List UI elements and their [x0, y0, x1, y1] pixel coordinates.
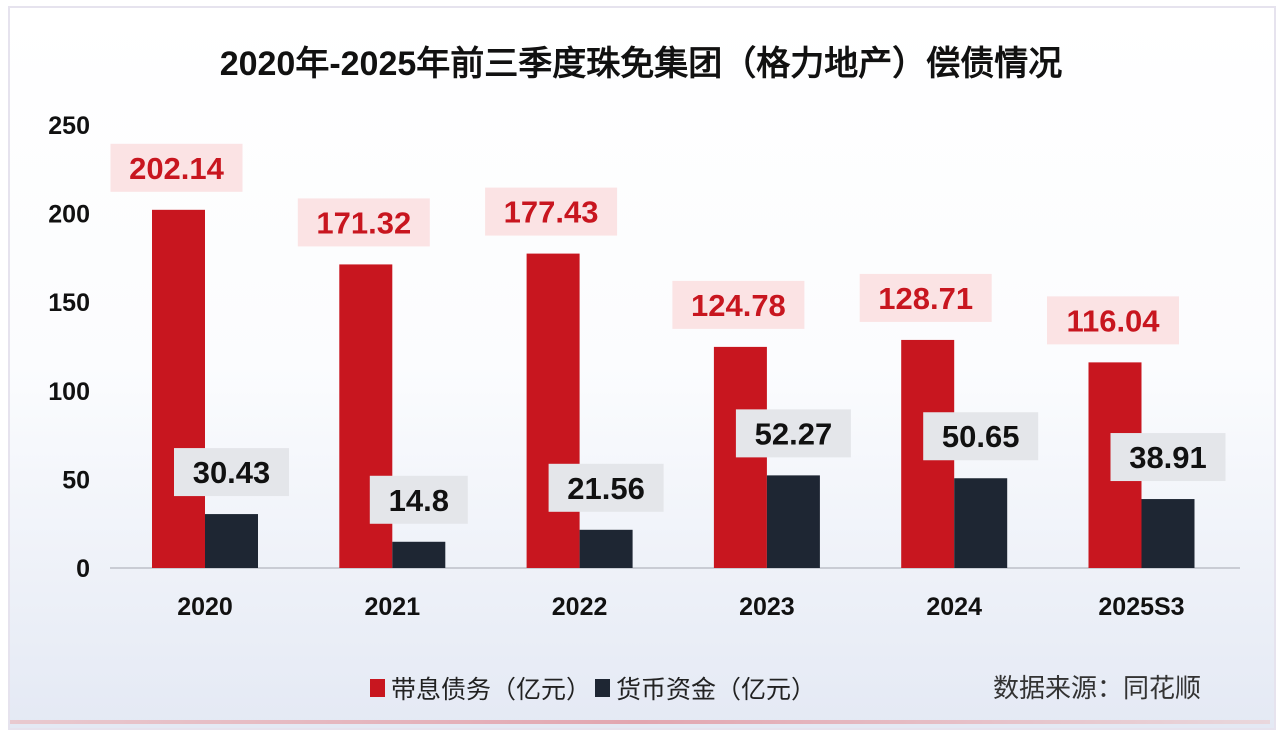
data-label-box-cash [1110, 433, 1226, 482]
data-label-box-cash [735, 409, 851, 458]
chart-title: 2020年-2025年前三季度珠免集团（格力地产）偿债情况 [219, 45, 1063, 83]
data-label-box-cash [369, 475, 468, 524]
x-tick-label: 2023 [739, 593, 795, 621]
bar-cash [766, 475, 820, 568]
data-label-debt: 116.04 [1066, 303, 1160, 338]
x-tick-label: 2024 [926, 593, 982, 621]
legend: 带息债务（亿元） 货币资金（亿元） [370, 670, 816, 706]
chart-frame [8, 6, 1276, 730]
legend-label-debt: 带息债务（亿元） [391, 676, 592, 704]
legend-label-cash: 货币资金（亿元） [616, 676, 817, 704]
data-label-debt: 171.32 [316, 205, 411, 240]
data-label-box-cash [548, 463, 664, 512]
data-source: 数据来源：同花顺 [993, 673, 1202, 703]
legend-swatch-debt [370, 679, 385, 697]
data-label-box-debt [859, 273, 992, 322]
x-tick-label: 2020 [177, 593, 233, 621]
x-tick-label: 2025S3 [1098, 593, 1184, 621]
y-tick-label: 250 [48, 112, 90, 140]
data-label-box-debt [110, 143, 243, 192]
data-label-debt: 202.14 [129, 151, 225, 186]
bottom-accent-line [10, 720, 1270, 724]
data-label-debt: 124.78 [691, 288, 786, 323]
y-tick-label: 0 [76, 555, 90, 583]
data-label-cash: 52.27 [755, 416, 833, 451]
data-label-debt: 177.43 [504, 195, 599, 230]
bar-cash [392, 541, 446, 568]
data-label-box-debt [297, 198, 430, 247]
data-label-cash: 50.65 [942, 419, 1020, 454]
y-tick-label: 100 [48, 378, 90, 406]
y-tick-label: 200 [48, 201, 90, 229]
data-label-cash: 14.8 [389, 483, 449, 518]
x-tick-label: 2022 [552, 593, 608, 621]
data-label-cash: 38.91 [1129, 440, 1207, 475]
data-label-box-debt [1047, 296, 1179, 345]
bar-cash [1141, 499, 1195, 568]
bar-cash [954, 478, 1008, 568]
data-label-box-cash [923, 412, 1039, 461]
x-tick-label: 2021 [364, 593, 420, 621]
bar-debt [526, 253, 580, 568]
data-label-cash: 30.43 [193, 455, 271, 490]
y-tick-label: 50 [62, 466, 90, 494]
bar-debt [713, 346, 767, 568]
data-label-box-debt [672, 280, 805, 329]
y-tick-label: 150 [48, 289, 90, 317]
bar-cash [205, 514, 258, 568]
data-label-debt: 128.71 [878, 281, 973, 316]
bar-debt [152, 209, 205, 568]
bar-cash [579, 529, 633, 568]
data-label-box-cash [174, 448, 289, 497]
data-label-box-debt [485, 187, 618, 236]
data-label-cash: 21.56 [567, 471, 645, 506]
legend-swatch-cash [595, 679, 611, 697]
